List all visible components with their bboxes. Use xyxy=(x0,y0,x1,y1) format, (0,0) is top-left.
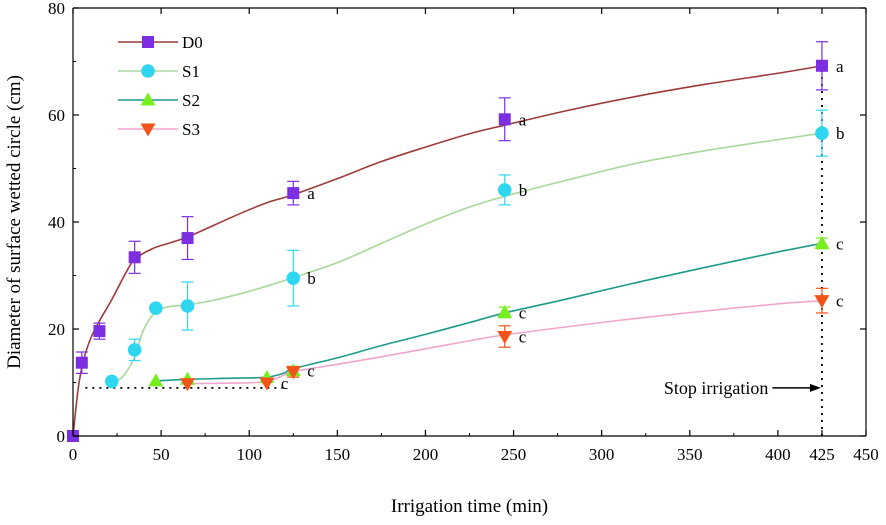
data-point-s2 xyxy=(814,235,830,249)
data-point-d0 xyxy=(75,356,88,369)
data-point-d0 xyxy=(128,251,141,264)
markers-layer xyxy=(67,59,830,442)
y-tick-label: 40 xyxy=(48,213,65,232)
data-point-s1 xyxy=(497,183,512,197)
stop-irrigation-annotation: Stop irrigation xyxy=(664,378,769,398)
data-point-s2 xyxy=(148,373,164,387)
x-tick-label: 200 xyxy=(413,445,439,464)
significance-label-s1: b xyxy=(836,124,845,143)
curve-s1 xyxy=(111,132,823,383)
stop-irrigation-arrow-head xyxy=(809,383,821,392)
reference-lines-layer xyxy=(85,61,823,436)
data-point-d0 xyxy=(181,232,194,245)
data-point-s1 xyxy=(180,299,195,313)
annotation-layer: Stop irrigation xyxy=(664,378,821,398)
significance-label-d0: a xyxy=(307,184,315,203)
significance-label-s3: c xyxy=(836,292,844,311)
data-point-d0 xyxy=(93,325,106,338)
data-point-s1 xyxy=(104,374,119,389)
y-tick-label: 80 xyxy=(48,0,65,18)
data-point-s1 xyxy=(149,301,163,315)
significance-label-s1: b xyxy=(519,181,528,200)
data-point-s3 xyxy=(814,295,830,309)
x-tick-label: 150 xyxy=(325,445,351,464)
legend-marker-s1 xyxy=(141,64,155,78)
x-tick-label: 350 xyxy=(677,445,703,464)
significance-label-s1: b xyxy=(307,269,316,288)
y-tick-label: 60 xyxy=(48,106,65,125)
curve-s2 xyxy=(155,242,823,382)
significance-label-s2: c xyxy=(836,234,844,253)
data-point-s3 xyxy=(259,377,275,391)
legend: D0 S1 S2 S3 xyxy=(118,33,203,139)
x-tick-label: 250 xyxy=(501,445,527,464)
significance-label-d0: a xyxy=(836,57,844,76)
x-tick-label: 450 xyxy=(853,445,879,464)
significance-label-d0: a xyxy=(519,110,527,129)
significance-label-s2: c xyxy=(307,362,315,381)
significance-label-s3: c xyxy=(519,327,527,346)
y-tick-label: 0 xyxy=(57,427,66,446)
data-point-s1 xyxy=(286,271,301,285)
data-point-s2 xyxy=(497,304,513,318)
legend-marker-s3 xyxy=(140,123,156,137)
data-point-s3 xyxy=(180,378,196,392)
legend-label-s1: S1 xyxy=(182,62,200,81)
axes-layer: 0 50 100 150 200 250 300 350 400 425 450 0 20 40 60 80 xyxy=(48,0,879,464)
x-tick-label: 0 xyxy=(69,445,78,464)
x-axis-title: Irrigation time (min) xyxy=(391,496,548,517)
legend-label-d0: D0 xyxy=(182,33,203,52)
curve-d0 xyxy=(72,64,823,437)
legend-label-s3: S3 xyxy=(182,120,200,139)
legend-marker-d0 xyxy=(142,36,154,48)
data-point-s3 xyxy=(497,330,513,344)
x-tick-label: 100 xyxy=(236,445,262,464)
data-point-d0 xyxy=(498,113,511,126)
x-tick-label: 425 xyxy=(809,445,835,464)
x-tick-label: 300 xyxy=(589,445,615,464)
x-tick-label: 50 xyxy=(153,445,170,464)
y-axis-title: Diameter of surface wetted circle (cm) xyxy=(4,75,25,369)
data-point-s1 xyxy=(815,126,829,140)
significance-label-s2: c xyxy=(519,303,527,322)
legend-marker-s2 xyxy=(140,92,156,106)
data-point-d0 xyxy=(287,187,300,200)
data-point-s1 xyxy=(127,343,142,357)
data-point-d0 xyxy=(815,59,828,72)
y-tick-label: 20 xyxy=(48,320,65,339)
data-point-s3 xyxy=(285,366,301,380)
significance-label-s3: c xyxy=(281,374,289,393)
x-tick-label: 400 xyxy=(765,445,791,464)
legend-label-s2: S2 xyxy=(182,91,200,110)
